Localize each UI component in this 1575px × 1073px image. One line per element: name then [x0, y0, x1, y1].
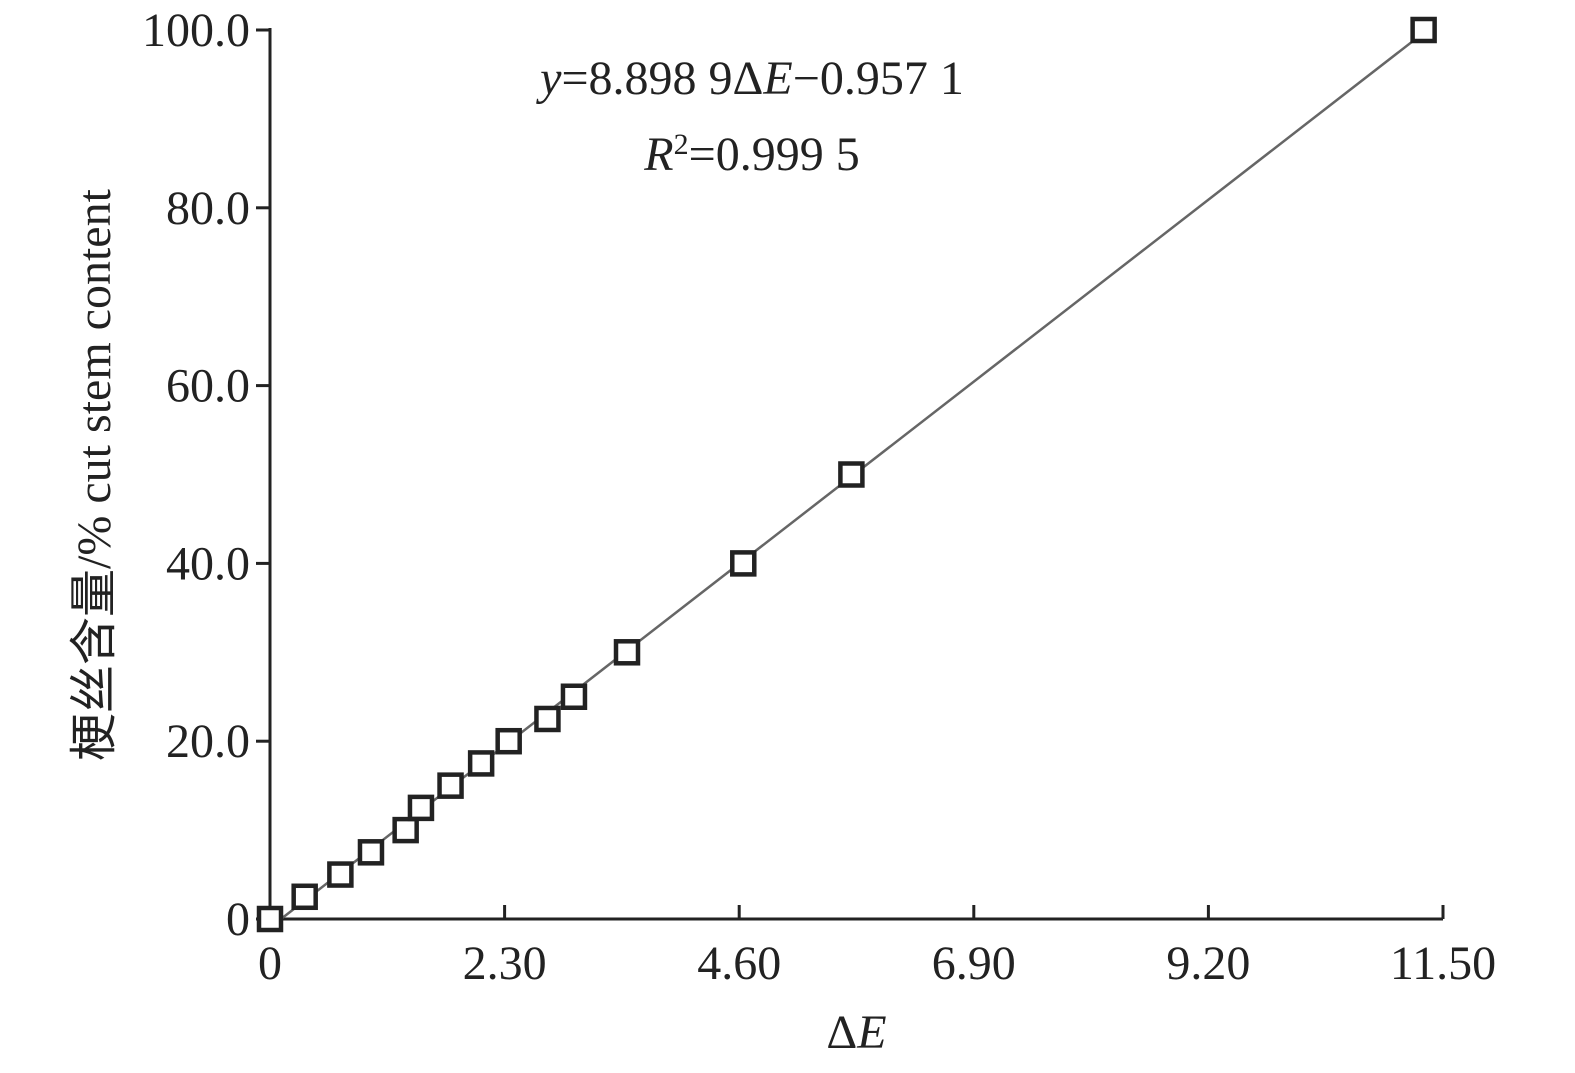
y-tick-label: 40.0 [166, 537, 250, 590]
y-axis-label: 梗丝含量/% cut stem content [68, 188, 121, 761]
marker [407, 794, 435, 822]
annotation: R2=0.999 5 [643, 128, 859, 182]
x-tick-label: 6.90 [932, 937, 1016, 990]
x-axis-label: ΔE [826, 1006, 886, 1059]
marker [467, 750, 495, 777]
marker [730, 550, 757, 577]
marker [1410, 16, 1437, 44]
x-axis-label-part: Δ [826, 1006, 857, 1059]
annotation-part: =8.898 9Δ [561, 52, 763, 105]
x-tick-label: 4.60 [697, 937, 781, 990]
annotation-part: 2 [674, 128, 689, 161]
marker [560, 683, 588, 710]
y-tick-label: 80.0 [166, 182, 250, 235]
marker [613, 639, 641, 666]
x-axis-label-part: E [856, 1006, 886, 1059]
marker [392, 816, 419, 844]
x-tick-label: 11.50 [1390, 937, 1496, 990]
y-tick-label: 0 [226, 893, 250, 946]
annotation-part: =0.999 5 [689, 128, 860, 181]
marker [357, 839, 385, 866]
y-tick-label: 60.0 [166, 360, 250, 413]
marker [437, 772, 464, 799]
x-tick-label: 9.20 [1166, 937, 1250, 990]
y-tick-label: 100.0 [142, 4, 250, 57]
marker [327, 861, 354, 888]
marker [838, 461, 865, 488]
annotation-part: R [643, 128, 673, 181]
x-tick-label: 0 [258, 937, 282, 990]
annotation-part: y [535, 52, 562, 105]
marker [495, 727, 522, 755]
annotation-part: −0.957 1 [793, 52, 964, 105]
marker [291, 883, 318, 911]
marker [256, 905, 284, 933]
x-tick-label: 2.30 [463, 937, 547, 990]
annotation-part: E [762, 52, 792, 105]
marker [534, 705, 561, 733]
annotation: y=8.898 9ΔE−0.957 1 [535, 52, 964, 105]
y-tick-label: 20.0 [166, 715, 250, 768]
